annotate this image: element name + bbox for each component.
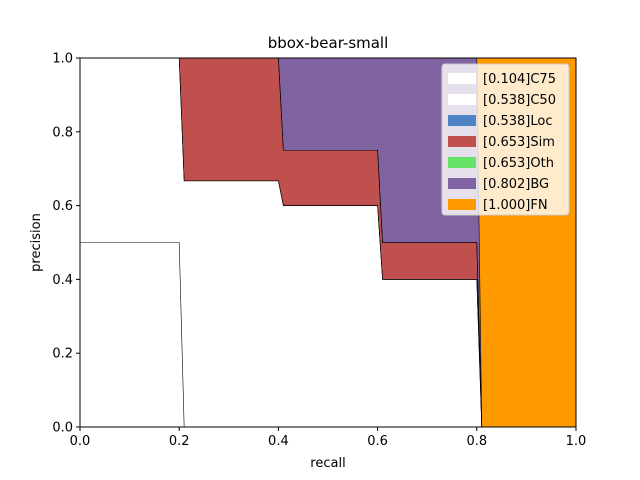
legend: [0.104]C75 [0.538]C50 [0.538]Loc [0.653]Sim…	[441, 63, 570, 216]
outline-0-653-oth	[80, 57, 576, 428]
y-axis: 0.0 0.2 0.4 0.6 0.8 1.0	[52, 52, 80, 436]
x-tick-label: 0.2	[169, 434, 190, 449]
x-tick-label: 0.6	[367, 434, 388, 449]
legend-swatch-0-538-c50	[448, 94, 476, 105]
y-axis-label: precision	[29, 213, 44, 272]
legend-label-0-653-sim: [0.653]Sim	[483, 135, 555, 150]
y-tick-label: 0.4	[52, 273, 73, 288]
y-tick-label: 0.2	[52, 347, 73, 362]
chart-title: bbox-bear-small	[268, 34, 389, 52]
y-tick-label: 1.0	[52, 52, 73, 67]
legend-swatch-0-653-sim	[448, 136, 476, 147]
legend-label-0-104-c75: [0.104]C75	[483, 72, 556, 87]
legend-label-0-802-bg: [0.802]BG	[483, 177, 549, 192]
area-0-104-c75	[80, 242, 576, 427]
legend-swatch-0-538-loc	[448, 115, 476, 126]
y-tick-label: 0.6	[52, 199, 73, 214]
y-tick-label: 0.8	[52, 125, 73, 140]
legend-swatch-1-000-fn	[448, 199, 476, 210]
legend-label-0-653-oth: [0.653]Oth	[483, 156, 554, 171]
legend-label-1-000-fn: [1.000]FN	[483, 198, 548, 213]
legend-swatch-0-104-c75	[448, 73, 476, 84]
legend-swatch-0-653-oth	[448, 157, 476, 168]
outline-0-538-loc	[80, 57, 576, 428]
legend-label-0-538-c50: [0.538]C50	[483, 93, 556, 108]
y-tick-label: 0.0	[52, 421, 73, 436]
x-tick-label: 1.0	[566, 434, 587, 449]
plot-frame	[79, 57, 577, 428]
x-axis-label: recall	[310, 456, 345, 471]
area-0-538-c50	[80, 58, 576, 427]
legend-swatch-0-802-bg	[448, 178, 476, 189]
x-tick-label: 0.8	[466, 434, 487, 449]
x-tick-label: 0.0	[70, 434, 91, 449]
x-axis: 0.0 0.2 0.4 0.6 0.8 1.0	[70, 427, 587, 449]
legend-label-0-538-loc: [0.538]Loc	[483, 114, 552, 129]
x-tick-label: 0.4	[268, 434, 289, 449]
